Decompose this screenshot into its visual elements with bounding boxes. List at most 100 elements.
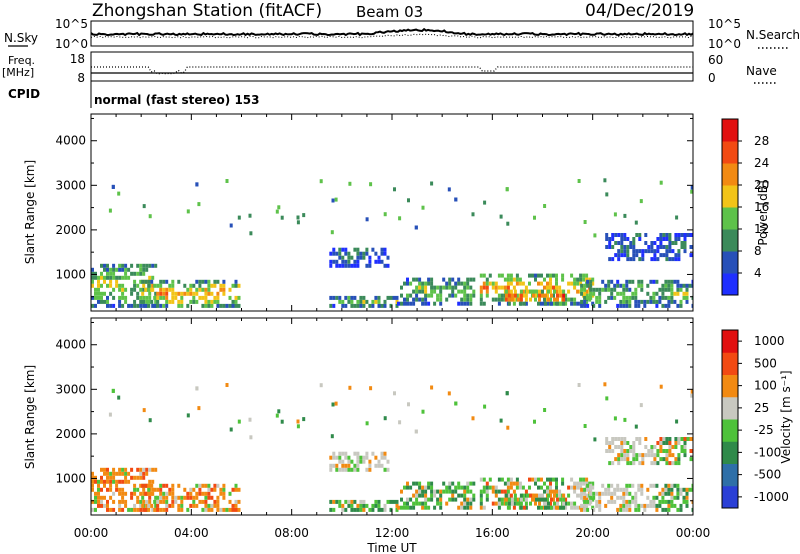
velocity-cell [365,503,369,508]
power-cell [608,241,612,245]
velocity-cell [614,445,618,449]
power-cell [148,295,152,300]
velocity-cell [637,483,641,488]
power-cell [626,257,630,262]
velocity-cell [659,445,663,449]
colorbar-tick-label: -1000 [754,490,789,504]
velocity-cell [543,501,546,506]
power-cell [519,293,523,298]
velocity-cell [555,489,558,494]
power-cell [632,257,636,262]
power-cell [513,289,517,294]
velocity-cell [106,467,109,472]
power-cell [537,301,540,306]
power-cell [207,283,211,288]
velocity-cell [500,477,504,482]
velocity-cell [661,491,665,496]
velocity-cell [403,501,406,506]
power-cell [451,289,455,294]
velocity-cell [506,425,510,430]
power-cell [94,287,97,292]
velocity-cell [611,441,615,445]
velocity-cell [677,453,681,458]
velocity-cell [415,489,419,494]
velocity-cell [595,491,599,496]
velocity-cell [130,491,134,496]
velocity-cell [207,495,211,500]
power-cell [679,299,683,304]
power-cell [532,289,535,294]
velocity-cell [603,382,607,387]
power-cell [371,303,375,308]
power-cell [180,299,184,304]
power-cell [421,205,425,210]
velocity-cell [383,455,387,460]
power-cell [625,283,629,288]
velocity-cell [524,497,528,502]
velocity-cell [524,501,528,506]
velocity-cell [344,455,348,460]
power-cell [442,285,446,290]
velocity-cell [141,495,145,500]
velocity-cell [159,507,163,512]
velocity-cell [195,491,199,496]
power-cell [559,293,563,298]
velocity-cell [121,495,125,500]
velocity-cell [626,449,630,453]
y-tick-label: 4000 [55,134,86,148]
noise-right-tick-bottom: 10^0 [708,37,741,51]
velocity-cell [655,495,659,500]
velocity-cell [195,386,199,391]
power-cell [644,233,648,237]
power-cell [547,297,550,302]
velocity-cell [436,501,440,506]
velocity-cell [344,463,348,468]
power-cell [646,291,650,296]
power-cell [207,287,211,292]
power-cell [589,287,593,292]
velocity-cell [634,503,638,508]
power-cell [359,251,363,256]
velocity-cell [219,507,223,512]
velocity-cell [344,467,348,472]
power-cell [638,257,642,262]
noise-left-tick-bottom: 10^0 [55,37,88,51]
power-cell [515,281,519,286]
power-cell [335,295,339,300]
velocity-cell [670,487,674,492]
power-cell [500,297,504,302]
velocity-cell [631,499,635,504]
power-cell [415,289,419,294]
velocity-cell [109,487,113,492]
velocity-cell [359,507,363,512]
velocity-cell [374,455,378,460]
velocity-cell [469,497,473,502]
power-cell [509,289,513,294]
velocity-cell [439,489,443,494]
velocity-cell [622,495,626,500]
power-cell [421,301,425,306]
power-cell [393,187,396,192]
velocity-cell [329,499,333,504]
power-cell [595,287,599,292]
power-cell [540,281,543,286]
power-cell [356,251,360,256]
velocity-cell [451,481,455,486]
noise-search-label: N.Search [746,28,800,42]
velocity-cell [689,449,693,453]
velocity-cell [646,487,650,492]
power-cell [106,295,109,300]
power-cell [611,257,615,262]
power-cell [649,279,653,284]
power-cell [225,303,229,308]
power-cell [625,303,629,308]
velocity-cell [189,503,193,508]
velocity-cell [647,449,651,453]
velocity-cell [121,491,125,496]
velocity-cell [121,499,125,504]
power-cell [344,263,348,268]
power-cell [296,220,300,225]
power-cell [439,293,443,298]
power-cell [555,285,558,290]
velocity-cell [395,507,399,512]
